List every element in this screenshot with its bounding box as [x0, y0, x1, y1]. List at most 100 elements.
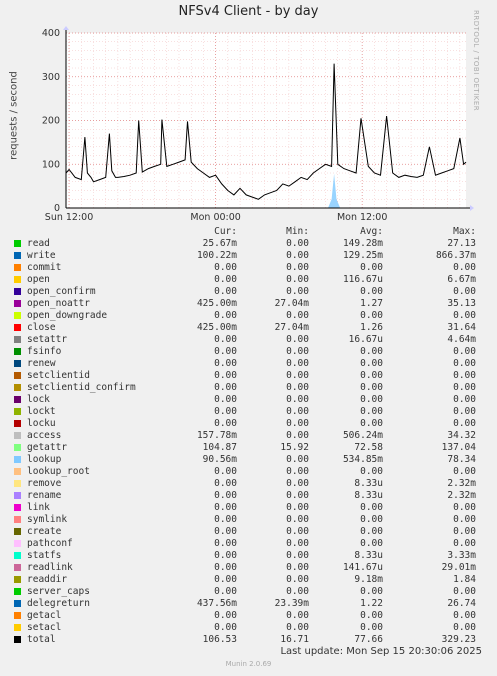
legend-min: 0.00	[286, 538, 309, 549]
legend-swatch	[14, 252, 21, 259]
legend-swatch	[14, 540, 21, 547]
legend-cur: 157.78m	[196, 430, 237, 441]
legend-row-getattr: getattr 104.87 15.92 72.58 137.04	[12, 442, 482, 454]
legend-swatch	[14, 552, 21, 559]
chart-title: NFSv4 Client - by day	[178, 4, 319, 19]
legend-name: setacl	[27, 622, 62, 633]
legend-min: 0.00	[286, 586, 309, 597]
legend-swatch	[14, 444, 21, 451]
legend-swatch	[14, 384, 21, 391]
legend-cur: 0.00	[214, 550, 237, 561]
legend-row-rename: rename 0.00 0.00 8.33u 2.32m	[12, 490, 482, 502]
legend-avg: 0.00	[360, 538, 383, 549]
legend-avg: 1.22	[360, 598, 383, 609]
legend-avg: 0.00	[360, 310, 383, 321]
legend-swatch	[14, 492, 21, 499]
legend-name: total	[27, 634, 56, 645]
legend-max: 0.00	[453, 622, 476, 633]
legend-min: 0.00	[286, 358, 309, 369]
y-tick-label: 300	[42, 72, 60, 83]
legend-max: 6.67m	[447, 274, 476, 285]
y-tick-label: 100	[42, 159, 60, 170]
legend-swatch	[14, 408, 21, 415]
legend-row-readlink: readlink 0.00 0.00 141.67u 29.01m	[12, 562, 482, 574]
legend-name: remove	[27, 478, 62, 489]
legend-row-lockt: lockt 0.00 0.00 0.00 0.00	[12, 406, 482, 418]
legend-name: renew	[27, 358, 56, 369]
legend-name: access	[27, 430, 62, 441]
legend-max: 27.13	[447, 238, 476, 249]
legend-cur: 425.00m	[196, 322, 237, 333]
legend-swatch	[14, 324, 21, 331]
legend-avg: 0.00	[360, 418, 383, 429]
legend-name: commit	[27, 262, 62, 273]
legend-min: 0.00	[286, 394, 309, 405]
legend-avg: 0.00	[360, 622, 383, 633]
legend-avg: 0.00	[360, 346, 383, 357]
legend-name: lock	[27, 394, 50, 405]
legend-avg: 506.24m	[342, 430, 383, 441]
legend-row-setclientid_confirm: setclientid_confirm 0.00 0.00 0.00 0.00	[12, 382, 482, 394]
legend-avg: 8.33u	[354, 550, 383, 561]
legend-row-open_noattr: open_noattr 425.00m 27.04m 1.27 35.13	[12, 298, 482, 310]
legend-swatch	[14, 612, 21, 619]
legend-swatch	[14, 360, 21, 367]
legend-min: 0.00	[286, 526, 309, 537]
legend-cur: 0.00	[214, 418, 237, 429]
legend-header-max: Max:	[453, 226, 476, 237]
legend-swatch	[14, 276, 21, 283]
legend-max: 29.01m	[441, 562, 476, 573]
legend-max: 0.00	[453, 262, 476, 273]
legend-max: 0.00	[453, 310, 476, 321]
legend-row-statfs: statfs 0.00 0.00 8.33u 3.33m	[12, 550, 482, 562]
legend-row-setacl: setacl 0.00 0.00 0.00 0.00	[12, 622, 482, 634]
legend-avg: 8.33u	[354, 478, 383, 489]
legend-name: open_downgrade	[27, 310, 108, 321]
legend-min: 0.00	[286, 622, 309, 633]
legend-name: readdir	[27, 574, 68, 585]
legend-row-link: link 0.00 0.00 0.00 0.00	[12, 502, 482, 514]
legend-swatch	[14, 348, 21, 355]
legend-row-total: total 106.53 16.71 77.66 329.23	[12, 634, 482, 646]
legend-cur: 106.53	[202, 634, 237, 645]
legend-row-close: close 425.00m 27.04m 1.26 31.64	[12, 322, 482, 334]
legend-row-getacl: getacl 0.00 0.00 0.00 0.00	[12, 610, 482, 622]
legend-swatch	[14, 564, 21, 571]
legend-min: 0.00	[286, 262, 309, 273]
legend-name: write	[27, 250, 56, 261]
legend-cur: 90.56m	[202, 454, 237, 465]
legend-min: 0.00	[286, 466, 309, 477]
legend-cur: 0.00	[214, 622, 237, 633]
legend-min: 0.00	[286, 346, 309, 357]
legend-swatch	[14, 480, 21, 487]
legend-min: 0.00	[286, 562, 309, 573]
legend-max: 2.32m	[447, 490, 476, 501]
legend-max: 0.00	[453, 610, 476, 621]
y-ticks: 0 100 200 300 400	[42, 28, 60, 214]
legend-swatch	[14, 312, 21, 319]
legend-min: 0.00	[286, 406, 309, 417]
legend-max: 0.00	[453, 526, 476, 537]
legend-row-pathconf: pathconf 0.00 0.00 0.00 0.00	[12, 538, 482, 550]
legend-cur: 0.00	[214, 502, 237, 513]
legend-avg: 0.00	[360, 382, 383, 393]
legend-max: 0.00	[453, 502, 476, 513]
legend-swatch	[14, 288, 21, 295]
legend-name: close	[27, 322, 56, 333]
legend-row-delegreturn: delegreturn 437.56m 23.39m 1.22 26.74	[12, 598, 482, 610]
legend-row-locku: locku 0.00 0.00 0.00 0.00	[12, 418, 482, 430]
legend-avg: 0.00	[360, 394, 383, 405]
series-group	[65, 63, 467, 208]
legend-row-remove: remove 0.00 0.00 8.33u 2.32m	[12, 478, 482, 490]
legend-name: pathconf	[27, 538, 73, 549]
legend-min: 0.00	[286, 490, 309, 501]
legend-avg: 0.00	[360, 466, 383, 477]
legend-name: lockt	[27, 406, 56, 417]
x-tick-label: Mon 00:00	[190, 212, 240, 223]
legend-max: 0.00	[453, 358, 476, 369]
legend-avg: 129.25m	[342, 250, 383, 261]
legend-avg: 0.00	[360, 262, 383, 273]
legend-max: 0.00	[453, 466, 476, 477]
y-tick-label: 200	[42, 116, 60, 127]
legend-min: 0.00	[286, 550, 309, 561]
